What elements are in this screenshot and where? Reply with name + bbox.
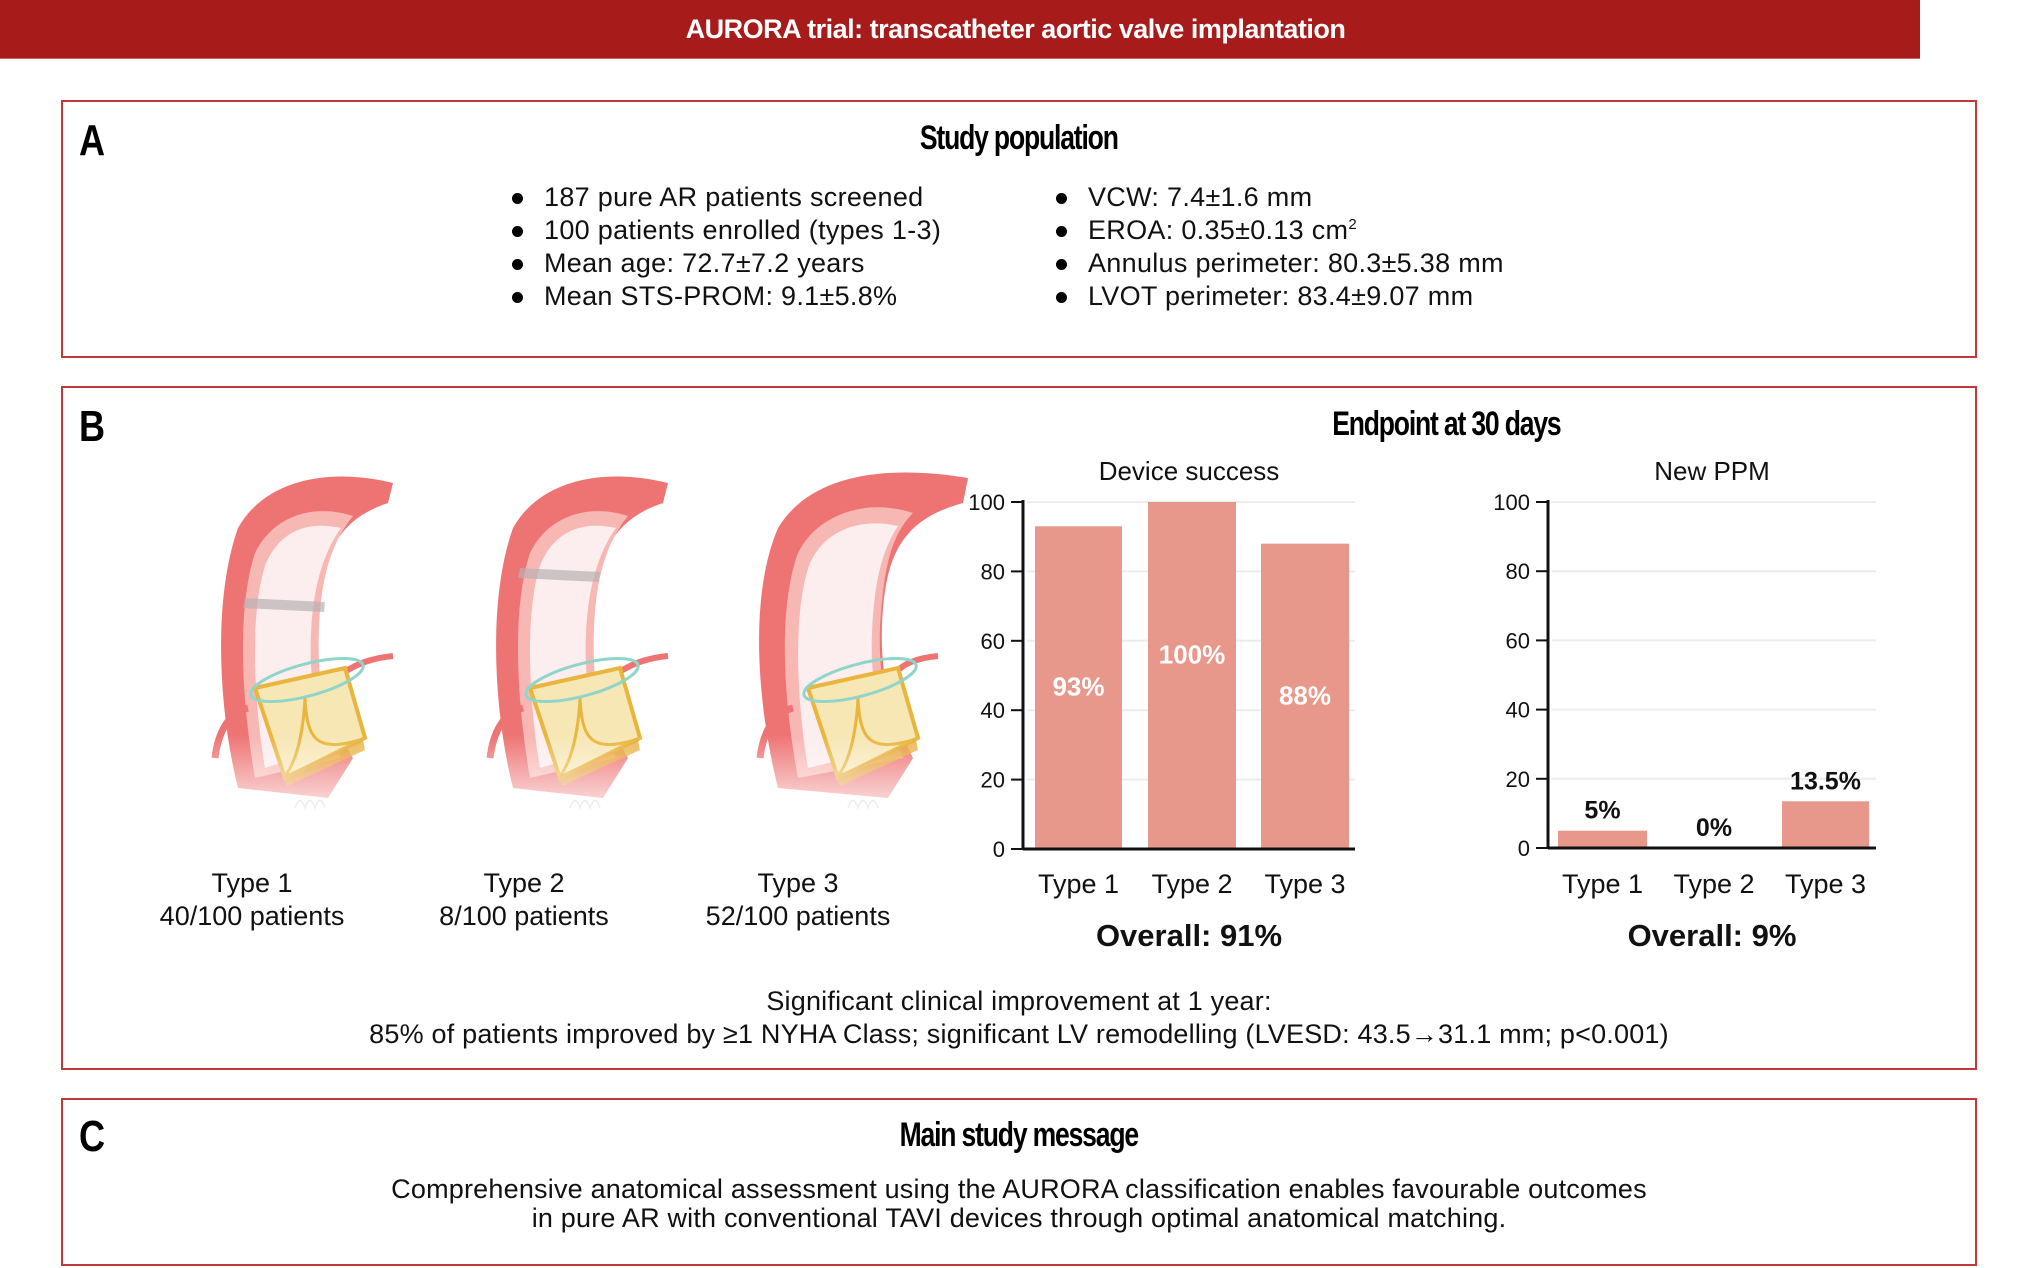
x-tick-label: Type 1 (1038, 869, 1119, 899)
type-name: Type 3 (757, 868, 839, 898)
aortic-valve-type-3-illustration (738, 458, 993, 828)
measurement-bullet: Annulus perimeter: 80.3±5.38 mm (1056, 247, 1504, 280)
bullet-icon (512, 259, 523, 270)
fade-overlay (193, 458, 453, 828)
bullet-icon (1056, 259, 1067, 270)
x-tick-label: Type 2 (1151, 869, 1232, 899)
bar-type-3 (1261, 543, 1349, 849)
measurement-bullet: LVOT perimeter: 83.4±9.07 mm (1056, 280, 1504, 313)
panel-main-message: C Main study message Comprehensive anato… (61, 1098, 1977, 1266)
x-tick-label: Type 2 (1673, 869, 1754, 899)
y-tick-label: 60 (1506, 628, 1530, 653)
population-list-right: VCW: 7.4±1.6 mm EROA: 0.35±0.13 cm2 Annulu… (1056, 181, 1504, 313)
fade-overlay (738, 458, 993, 828)
bar-type-2 (1148, 502, 1236, 849)
population-bullet: Mean STS-PROM: 9.1±5.8% (512, 280, 941, 313)
chart-title: Device success (1099, 456, 1280, 486)
bullet-text: 187 pure AR patients screened (544, 182, 924, 212)
bar-type-1 (1035, 526, 1122, 849)
panel-a-title: Study population (63, 119, 1975, 158)
y-tick-label: 20 (1506, 767, 1530, 792)
illustration-label-type-3: Type 3 52/100 patients (668, 867, 928, 933)
panel-letter-c: C (79, 1112, 105, 1161)
illustration-label-type-2: Type 2 8/100 patients (394, 867, 654, 933)
population-list-left: 187 pure AR patients screened 100 patient… (512, 181, 941, 313)
y-tick-label: 80 (981, 559, 1005, 584)
measurement-bullet: EROA: 0.35±0.13 cm2 (1056, 214, 1504, 247)
y-tick-label: 100 (1493, 490, 1530, 515)
y-tick-label: 20 (981, 768, 1005, 793)
population-bullet: 100 patients enrolled (types 1-3) (512, 214, 941, 247)
clinical-improvement-heading: Significant clinical improvement at 1 ye… (766, 986, 1272, 1016)
bullet-text: EROA: 0.35±0.13 cm (1088, 215, 1349, 245)
chart-device-success: Device success 0 20 40 60 80 100 93% Type 1 100% T… (968, 456, 1355, 953)
patient-count: 40/100 patients (159, 901, 345, 931)
panel-c-title: Main study message (63, 1116, 1975, 1155)
y-tick-label: 0 (993, 837, 1005, 862)
bar-value-label: 100% (1159, 640, 1226, 670)
panel-c-title-text: Main study message (899, 1116, 1140, 1154)
bullet-icon (512, 193, 523, 204)
panel-letter-a: A (79, 116, 105, 165)
population-bullet: 187 pure AR patients screened (512, 181, 941, 214)
bullet-text: VCW: 7.4±1.6 mm (1088, 182, 1313, 212)
patient-count: 52/100 patients (705, 901, 891, 931)
y-tick-label: 0 (1518, 836, 1530, 861)
main-message-line-2: in pure AR with conventional TAVI device… (531, 1203, 1507, 1233)
panel-study-population: A Study population 187 pure AR patients … (61, 100, 1977, 358)
type-name: Type 1 (211, 868, 293, 898)
y-tick-label: 40 (1506, 698, 1530, 723)
bullet-text: Annulus perimeter: 80.3±5.38 mm (1088, 248, 1504, 278)
aortic-valve-type-2-illustration (468, 458, 728, 828)
y-tick-label: 60 (981, 629, 1005, 654)
panel-letter-b: B (79, 402, 105, 451)
bar-value-label: 5% (1584, 797, 1620, 825)
bullet-icon (512, 226, 523, 237)
chart-title: New PPM (1654, 456, 1770, 486)
clinical-improvement-detail: 85% of patients improved by ≥1 NYHA Clas… (369, 1019, 1669, 1049)
bullet-icon (1056, 193, 1067, 204)
superscript: 2 (1348, 216, 1357, 233)
y-tick-label: 100 (968, 490, 1005, 515)
patient-count: 8/100 patients (439, 901, 609, 931)
x-tick-label: Type 3 (1785, 869, 1866, 899)
chart-overall-summary: Overall: 9% (1628, 918, 1797, 953)
chart-overall-summary: Overall: 91% (1096, 918, 1282, 953)
x-tick-label: Type 3 (1264, 869, 1345, 899)
x-tick-label: Type 1 (1562, 869, 1643, 899)
type-name: Type 2 (483, 868, 565, 898)
main-message-line-1: Comprehensive anatomical assessment usin… (391, 1174, 1647, 1204)
bar-type-1 (1558, 830, 1647, 848)
measurement-bullet: VCW: 7.4±1.6 mm (1056, 181, 1504, 214)
illustration-label-type-1: Type 1 40/100 patients (122, 867, 382, 933)
panel-a-title-text: Study population (920, 119, 1119, 157)
bullet-icon (1056, 226, 1067, 237)
aortic-valve-type-1-illustration (193, 458, 453, 828)
bullet-text: LVOT perimeter: 83.4±9.07 mm (1088, 281, 1474, 311)
population-bullet: Mean age: 72.7±7.2 years (512, 247, 941, 280)
bar-value-label: 88% (1279, 680, 1331, 710)
bullet-icon (1056, 292, 1067, 303)
fade-overlay (468, 458, 728, 828)
panel-b-title: Endpoint at 30 days (1063, 405, 1829, 444)
panel-endpoints: B Endpoint at 30 days Type 1 40/100 pati… (61, 386, 1977, 1070)
bar-value-label: 0% (1696, 814, 1732, 842)
y-tick-label: 80 (1506, 559, 1530, 584)
bullet-icon (512, 292, 523, 303)
header-banner: AURORA trial: transcatheter aortic valve… (0, 0, 1920, 59)
panel-b-title-text: Endpoint at 30 days (1331, 405, 1561, 443)
bar-value-label: 93% (1052, 672, 1104, 702)
page-title: AURORA trial: transcatheter aortic valve… (685, 14, 1346, 44)
chart-new-ppm: New PPM 0 20 40 60 80 100 5% Type 1 0% Type 2 13.5%… (1493, 456, 1876, 953)
bullet-text: Mean age: 72.7±7.2 years (544, 248, 865, 278)
valve-illustrations (193, 458, 993, 828)
bullet-text: 100 patients enrolled (types 1-3) (544, 215, 942, 245)
bar-value-label: 13.5% (1790, 767, 1861, 795)
bullet-text: Mean STS-PROM: 9.1±5.8% (544, 281, 898, 311)
y-tick-label: 40 (981, 698, 1005, 723)
bar-type-3 (1782, 801, 1869, 848)
